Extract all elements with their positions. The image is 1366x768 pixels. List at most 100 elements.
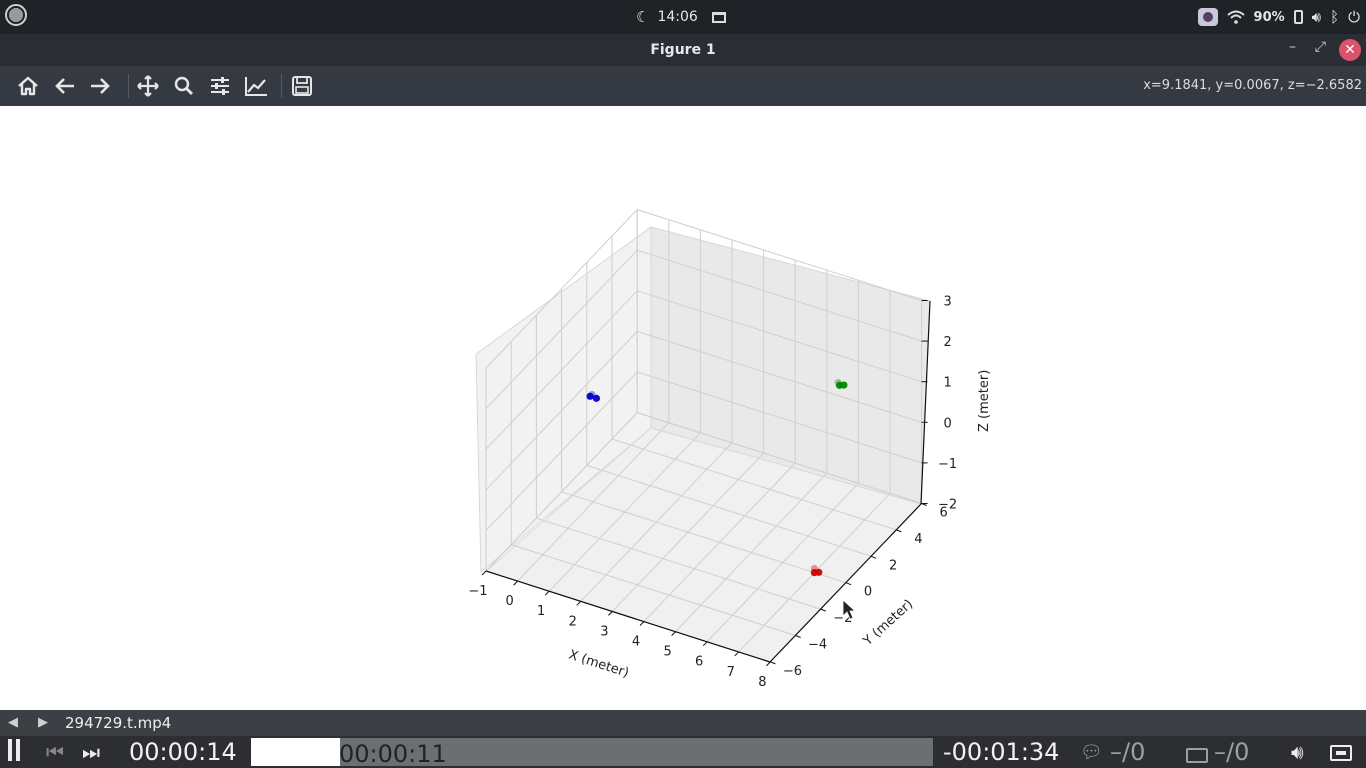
z-tick-label: −2 [938,498,957,513]
x-tick [702,641,708,647]
back-icon[interactable] [51,73,79,99]
seek-progress [251,738,340,766]
power-icon[interactable]: ⏻ [1348,7,1360,26]
window-icon[interactable] [711,11,726,23]
window-title: Figure 1 [650,42,716,58]
grid-line [637,290,922,383]
system-menu-icon[interactable] [5,4,27,26]
remaining-time: -00:01:34 [943,738,1060,766]
y-axis-label: Y (meter) [860,597,916,650]
subtitle-track[interactable]: –/0 [1110,738,1146,766]
scatter-point [586,392,594,400]
volume-icon[interactable]: 🔊︎ [1311,7,1322,26]
y-tick [896,529,902,533]
playlist-next-icon[interactable]: ▶ [38,715,48,730]
grid-line [637,330,922,423]
grid-line [485,249,638,409]
playlist-prev-icon[interactable]: ◀ [8,715,18,730]
player-title-strip: ◀ ▶ 294729.t.mp4 [0,710,1366,736]
grid-line [511,544,796,636]
bluetooth-icon[interactable]: ᛒ [1330,7,1340,26]
matplotlib-toolbar: x=9.1841, y=0.0067, z=−2.6582 [0,66,1366,107]
media-filename: 294729.t.mp4 [65,714,172,732]
x-tick-label: 0 [505,594,513,609]
x-tick [734,651,740,657]
x-tick-label: 2 [569,614,577,629]
window-title-bar[interactable]: Figure 1 – ⤢ ✕ [0,34,1366,66]
home-icon[interactable] [14,73,42,99]
zoom-icon[interactable] [170,73,198,99]
y-tick [820,608,826,612]
volume-control-icon[interactable]: 🔊︎ [1291,740,1304,764]
system-clock[interactable]: ☾ 14:06 [636,0,726,34]
grid-line [485,331,638,491]
x-tick-label: 8 [758,675,766,690]
battery-percent: 90% [1253,9,1285,25]
figure-canvas[interactable]: −1 0 1 2 3 4 5 6 7 8 −6 −4 −2 0 2 4 6 −2 −1 0 1 2 3 X (meter) … [0,106,1366,710]
z-tick-label: 0 [943,416,951,431]
grid-line [611,438,897,531]
configure-icon[interactable] [206,73,234,99]
skip-forward-icon[interactable]: ⏭ [82,740,100,764]
pan-icon[interactable] [134,73,162,99]
grid-line [637,412,922,504]
camera-icon[interactable] [1197,8,1218,26]
x-tick-label: 5 [663,645,671,660]
close-button[interactable]: ✕ [1339,39,1361,61]
grid-line [485,412,638,572]
x-tick [766,661,771,667]
grid-line [485,209,638,369]
grid-line [561,491,847,584]
seek-bar[interactable]: 00:00:11 [251,738,933,768]
forward-icon[interactable] [86,73,114,99]
y-tick [795,635,801,638]
z-tick-label: −1 [938,457,957,472]
z-tick-label: 1 [943,376,951,391]
elapsed-time: 00:00:14 [129,738,237,766]
moon-icon: ☾ [636,7,650,26]
skip-back-icon[interactable]: ⏮ [46,740,64,764]
scatter-point [588,391,596,399]
y-tick-label: 6 [939,506,947,521]
grid-line [637,209,922,301]
minimize-button[interactable]: – [1289,39,1296,55]
x-tick-label: 1 [537,604,545,619]
x-tick-label: 4 [632,635,640,650]
grid-line [637,371,922,464]
y-tick [845,582,852,586]
x-tick [671,631,676,636]
y-tick-label: 0 [864,585,872,600]
fullscreen-icon[interactable] [1330,742,1352,766]
clock-time: 14:06 [657,9,698,25]
chat-icon[interactable]: 💬︎ [1080,742,1103,763]
x-tick [544,590,550,596]
z-axis-label: Z (meter) [977,370,992,432]
scatter-point [840,381,848,389]
mouse-pointer-icon [842,599,857,620]
y-tick [770,661,776,665]
x-tick-label: −1 [468,584,487,599]
battery-icon[interactable] [1293,10,1303,24]
player-controls: ⏮ ⏭ 00:00:14 00:00:11 -00:01:34 💬︎ –/0 –… [0,736,1366,768]
y-tick-label: 2 [889,558,897,573]
keyboard-icon[interactable] [1186,744,1208,768]
grid-line [536,517,821,610]
z-tick-label: 3 [943,295,951,310]
grid-line [485,290,638,450]
y-tick-label: −2 [833,611,852,626]
x-tick [576,600,582,606]
edit-curve-icon[interactable] [242,73,270,99]
save-icon[interactable] [288,73,316,99]
scatter-point [592,394,601,402]
x-tick-label: 7 [727,665,735,680]
scatter-point [810,564,819,573]
grid-line [637,249,922,342]
grid-line [586,464,872,557]
caption-track[interactable]: –/0 [1214,738,1250,766]
wifi-icon[interactable] [1226,10,1245,24]
x-tick [639,621,645,626]
maximize-button[interactable]: ⤢ [1314,39,1326,55]
pause-icon[interactable] [8,739,20,766]
scatter-point [834,379,842,387]
